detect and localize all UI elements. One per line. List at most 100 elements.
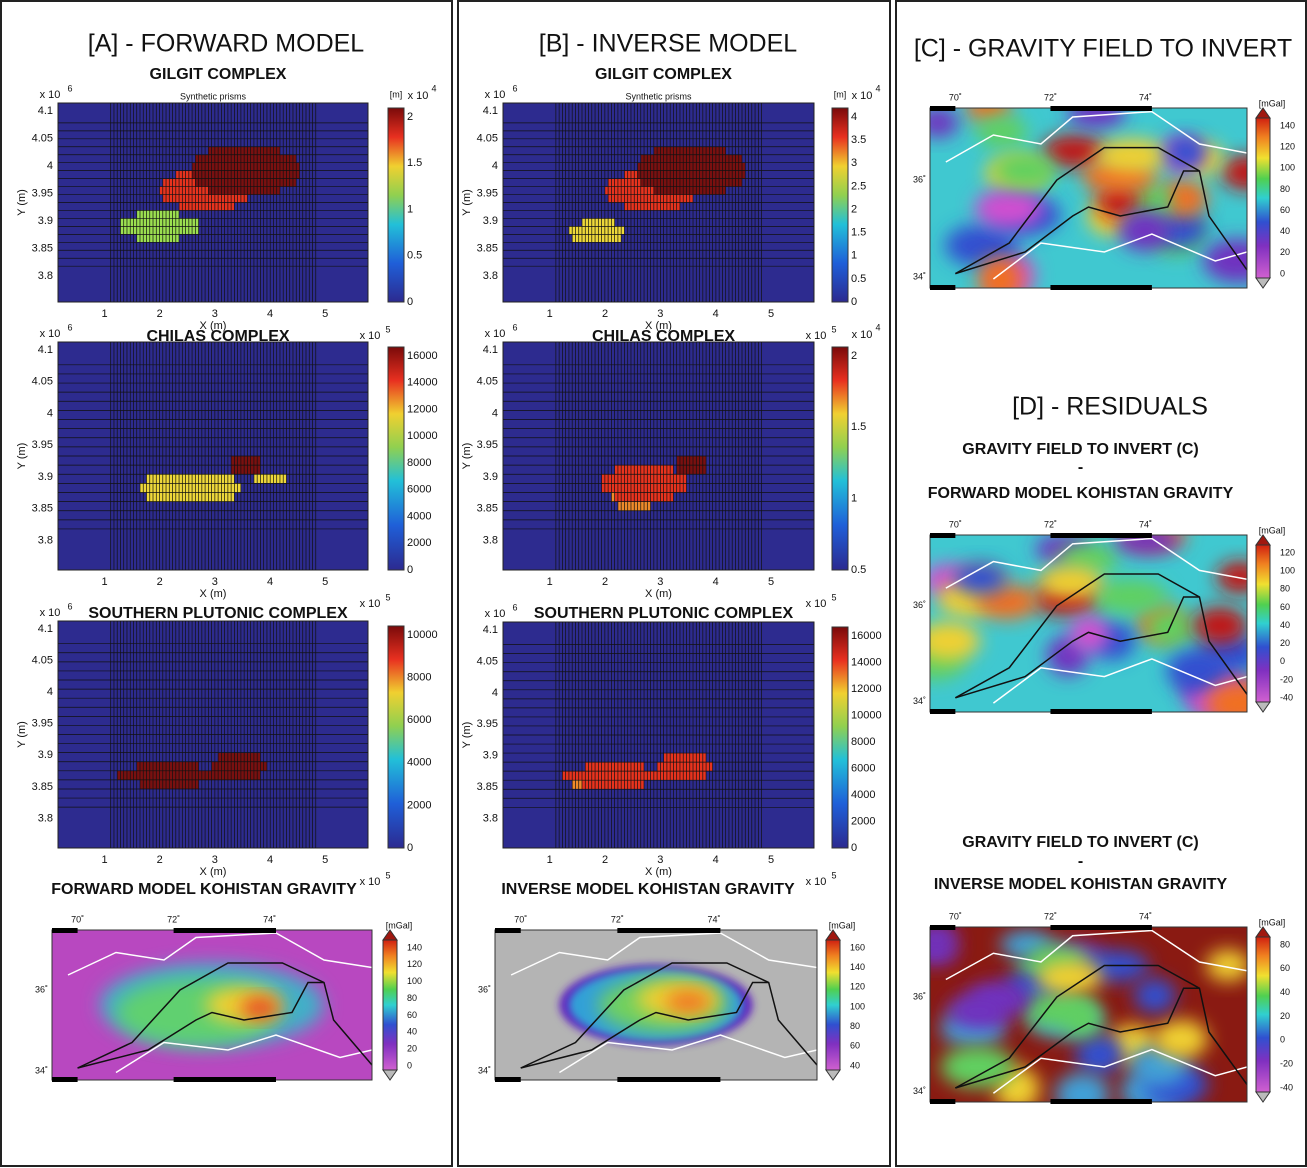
prism-cell bbox=[663, 771, 667, 781]
prism-cell bbox=[227, 146, 232, 155]
prism-cell bbox=[653, 492, 658, 502]
prism-cell bbox=[166, 483, 170, 493]
prism-cell bbox=[679, 483, 684, 493]
prism-cell bbox=[192, 178, 196, 187]
prism-cell bbox=[276, 162, 280, 171]
prism-cell bbox=[244, 178, 248, 187]
prism-cell bbox=[663, 483, 667, 493]
prism-cell bbox=[650, 170, 654, 179]
prism-cell bbox=[598, 226, 602, 235]
prism-cell bbox=[670, 483, 674, 493]
prism-cell bbox=[224, 178, 228, 187]
prism-cell bbox=[211, 483, 215, 493]
prism-cell bbox=[604, 226, 609, 235]
prism-cell bbox=[224, 146, 228, 155]
prism-cell bbox=[153, 492, 157, 502]
prism-cell bbox=[614, 492, 618, 502]
lon-tick-label: 74˚ bbox=[1139, 92, 1152, 102]
prism-cell bbox=[227, 170, 232, 179]
colorbar bbox=[387, 107, 405, 303]
prism-cell bbox=[634, 780, 638, 790]
prism-cell bbox=[663, 178, 667, 187]
prism-cell bbox=[188, 492, 193, 502]
prism-cell bbox=[172, 770, 176, 780]
prism-cell bbox=[286, 154, 290, 163]
prism-cell bbox=[156, 779, 160, 789]
colorbar-tick-label: 3 bbox=[851, 157, 857, 169]
prism-cell bbox=[640, 492, 645, 502]
frame-bar bbox=[173, 1077, 276, 1082]
prism-cell bbox=[637, 762, 641, 772]
prism-cell bbox=[159, 770, 163, 780]
prism-cell bbox=[221, 154, 225, 163]
colorbar-tick-label: 4000 bbox=[407, 757, 431, 769]
prism-cell bbox=[699, 465, 703, 475]
panel-frame bbox=[895, 0, 1307, 1167]
prism-cell bbox=[689, 456, 694, 466]
prism-cell bbox=[702, 753, 707, 763]
prism-cell bbox=[670, 474, 674, 484]
colorbar-tick-label: 2 bbox=[851, 350, 857, 362]
prism-cell bbox=[175, 210, 180, 219]
prism-cell bbox=[146, 218, 150, 227]
prism-cell bbox=[693, 753, 697, 763]
colorbar-tick-label: 6000 bbox=[851, 762, 875, 774]
frame-bar bbox=[617, 1077, 721, 1082]
boundary-line bbox=[520, 962, 817, 1069]
prism-cell bbox=[172, 234, 176, 243]
field-blob bbox=[976, 584, 1039, 620]
prism-cell bbox=[289, 162, 293, 171]
prism-cell bbox=[728, 154, 733, 163]
prism-cell bbox=[679, 170, 684, 179]
field-blob bbox=[977, 256, 1023, 288]
prism-cell bbox=[231, 752, 235, 762]
prism-cell bbox=[253, 170, 258, 179]
prism-cell bbox=[696, 186, 700, 195]
prism-cell bbox=[120, 770, 124, 780]
lon-tick-label: 72˚ bbox=[1044, 92, 1057, 102]
border-line bbox=[992, 658, 1247, 704]
prism-cell bbox=[218, 483, 222, 493]
prism-cell bbox=[211, 202, 215, 211]
prism-cell bbox=[240, 170, 245, 179]
lon-tick-label: 70˚ bbox=[949, 92, 962, 102]
axis-exponent: x 10 bbox=[360, 598, 381, 610]
x-axis-label: X (m) bbox=[200, 588, 227, 600]
prism-cell bbox=[630, 170, 635, 179]
prism-cell bbox=[218, 752, 222, 762]
prism-cell bbox=[221, 178, 225, 187]
prism-cell bbox=[227, 752, 232, 762]
prism-cell bbox=[182, 492, 186, 502]
prism-cell bbox=[156, 210, 160, 219]
prism-cell bbox=[614, 186, 618, 195]
prism-cell bbox=[149, 218, 154, 227]
prism-cell bbox=[126, 770, 131, 780]
prism-cell bbox=[205, 474, 209, 484]
prism-cell bbox=[663, 465, 667, 475]
prism-cell bbox=[211, 761, 215, 771]
y-tick-label: 3.85 bbox=[477, 243, 498, 255]
y-tick-label: 3.8 bbox=[483, 270, 498, 282]
prism-cell bbox=[224, 186, 228, 195]
prism-cell bbox=[663, 762, 667, 772]
prism-cell bbox=[289, 154, 293, 163]
prism-cell bbox=[686, 762, 690, 772]
y-axis-label: Y (m) bbox=[461, 189, 473, 216]
prism-cell bbox=[195, 226, 199, 235]
prism-cell bbox=[143, 210, 147, 219]
prism-cell bbox=[709, 170, 713, 179]
prism-cell bbox=[263, 178, 267, 187]
prism-cell bbox=[644, 771, 648, 781]
prism-cell bbox=[234, 465, 238, 475]
colorbar-tick-label: 0.5 bbox=[851, 564, 866, 576]
prism-cell bbox=[630, 501, 635, 511]
prism-cell bbox=[192, 194, 196, 203]
prism-cell bbox=[608, 474, 612, 484]
prism-cell bbox=[153, 483, 157, 493]
colorbar-tick-label: 100 bbox=[1280, 566, 1295, 576]
prism-cell bbox=[205, 492, 209, 502]
prism-cell bbox=[133, 218, 137, 227]
x-tick-label: 4 bbox=[713, 576, 719, 588]
y-tick-label: 4 bbox=[47, 160, 53, 172]
prism-cell bbox=[231, 194, 235, 203]
